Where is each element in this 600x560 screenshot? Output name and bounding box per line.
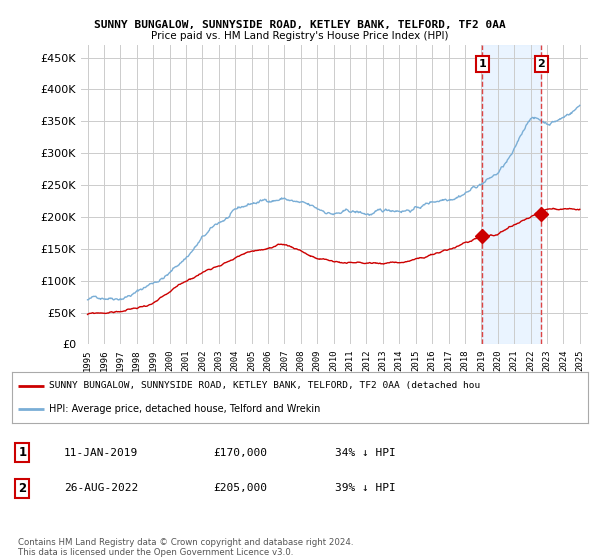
Text: 11-JAN-2019: 11-JAN-2019 (64, 447, 138, 458)
Text: 2: 2 (538, 59, 545, 69)
Bar (482, 45, 541, 344)
Text: 26-AUG-2022: 26-AUG-2022 (64, 483, 138, 493)
Text: Contains HM Land Registry data © Crown copyright and database right 2024.
This d: Contains HM Land Registry data © Crown c… (18, 538, 353, 557)
Text: Price paid vs. HM Land Registry's House Price Index (HPI): Price paid vs. HM Land Registry's House … (151, 31, 449, 41)
Text: SUNNY BUNGALOW, SUNNYSIDE ROAD, KETLEY BANK, TELFORD, TF2 0AA: SUNNY BUNGALOW, SUNNYSIDE ROAD, KETLEY B… (94, 20, 506, 30)
Text: £170,000: £170,000 (214, 447, 268, 458)
Text: HPI: Average price, detached house, Telford and Wrekin: HPI: Average price, detached house, Telf… (49, 404, 321, 414)
Text: 1: 1 (19, 446, 26, 459)
Text: 2: 2 (19, 482, 26, 495)
Text: 34% ↓ HPI: 34% ↓ HPI (335, 447, 395, 458)
Text: £205,000: £205,000 (214, 483, 268, 493)
Text: 39% ↓ HPI: 39% ↓ HPI (335, 483, 395, 493)
Text: 1: 1 (478, 59, 486, 69)
Text: SUNNY BUNGALOW, SUNNYSIDE ROAD, KETLEY BANK, TELFORD, TF2 0AA (detached hou: SUNNY BUNGALOW, SUNNYSIDE ROAD, KETLEY B… (49, 381, 481, 390)
